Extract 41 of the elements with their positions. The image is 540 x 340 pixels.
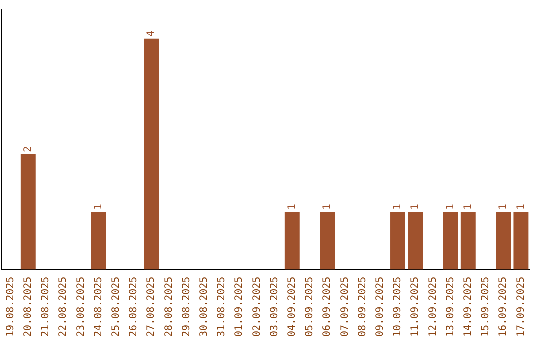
- x-tick-label: 10.09.2025: [392, 276, 404, 338]
- x-tick-label: 31.08.2025: [216, 276, 228, 338]
- x-tick-label: 25.08.2025: [110, 276, 122, 338]
- x-tick-label: 19.08.2025: [5, 276, 16, 338]
- x-tick-label: 24.08.2025: [93, 276, 104, 338]
- data-label: 1: [445, 204, 456, 210]
- x-tick-label: 05.09.2025: [304, 276, 316, 338]
- x-tick-label: 02.09.2025: [252, 276, 263, 338]
- x-tick-label: 07.09.2025: [340, 276, 351, 338]
- data-label: 1: [410, 204, 422, 210]
- x-tick-label: 29.08.2025: [181, 276, 192, 338]
- x-tick-label: 21.08.2025: [40, 276, 52, 338]
- data-label: 1: [392, 204, 404, 210]
- x-tick-label: 28.08.2025: [164, 276, 175, 338]
- data-label: 1: [516, 204, 527, 210]
- x-tick-label: 17.09.2025: [516, 276, 527, 338]
- data-label: 1: [322, 204, 334, 210]
- x-tick-label: 14.09.2025: [462, 276, 474, 338]
- x-tick-label: 20.08.2025: [22, 276, 34, 338]
- x-tick-label: 12.09.2025: [428, 276, 439, 338]
- x-tick-label: 27.08.2025: [146, 276, 158, 338]
- x-tick-label: 11.09.2025: [410, 276, 422, 338]
- x-tick-label: 06.09.2025: [322, 276, 334, 338]
- x-tick-label: 23.08.2025: [76, 276, 87, 338]
- data-label: 1: [498, 204, 510, 210]
- x-tick-label: 13.09.2025: [445, 276, 456, 338]
- x-tick-label: 15.09.2025: [480, 276, 492, 338]
- data-label: 1: [286, 204, 298, 210]
- data-label: 2: [22, 146, 34, 152]
- x-tick-label: 01.09.2025: [234, 276, 246, 338]
- x-tick-label: 16.09.2025: [498, 276, 510, 338]
- x-tick-label: 26.08.2025: [128, 276, 140, 338]
- data-label: 1: [462, 204, 474, 210]
- x-tick-label: 03.09.2025: [269, 276, 280, 338]
- data-label: 4: [146, 30, 158, 37]
- x-tick-label: 04.09.2025: [286, 276, 298, 338]
- x-tick-label: 22.08.2025: [58, 276, 70, 338]
- data-label: 1: [93, 204, 104, 210]
- x-tick-label: 30.08.2025: [198, 276, 210, 338]
- x-tick-label: 08.09.2025: [357, 276, 368, 338]
- x-tick-label: 09.09.2025: [374, 276, 386, 338]
